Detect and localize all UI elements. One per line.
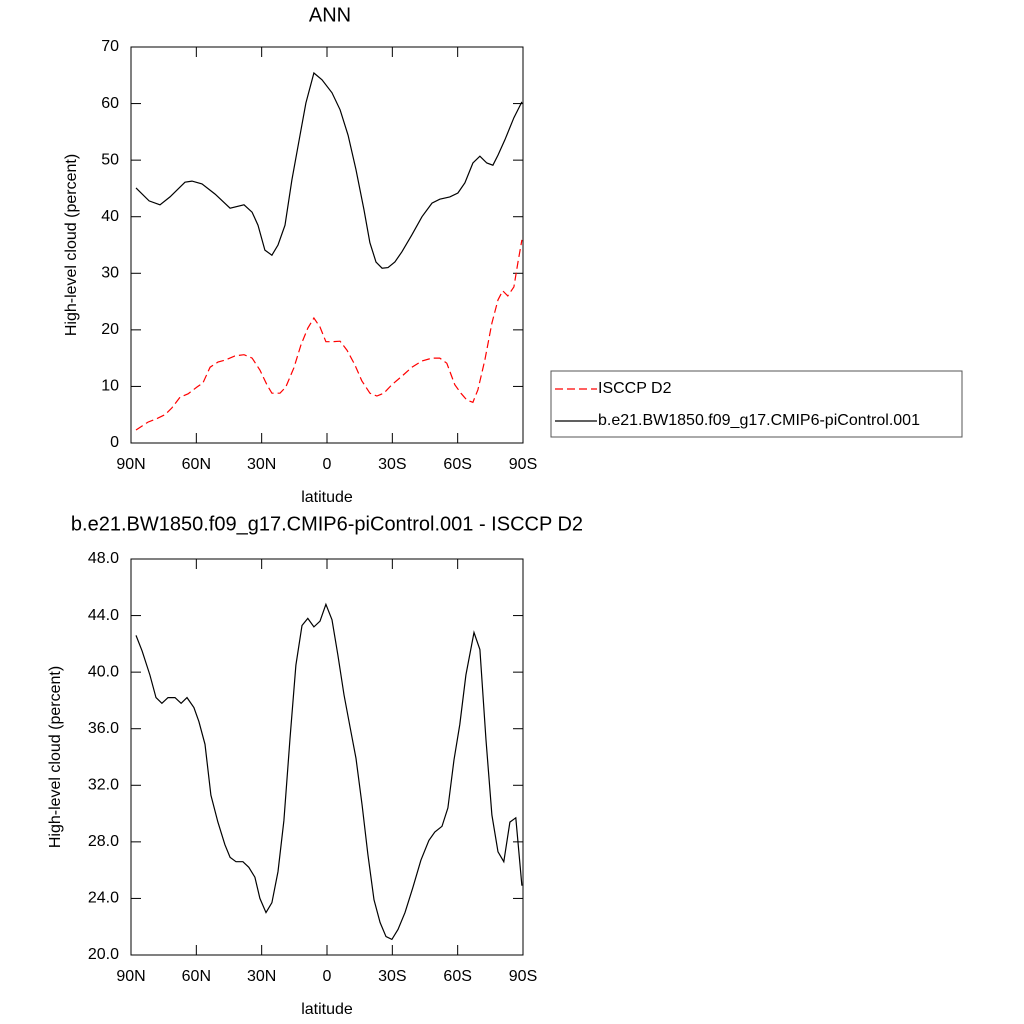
y-tick-label: 40.0 bbox=[88, 663, 119, 680]
data-line bbox=[135, 602, 523, 941]
legend-box bbox=[550, 370, 963, 438]
chart-title: ANN bbox=[309, 4, 351, 26]
y-tick-label: 20.0 bbox=[88, 946, 119, 963]
x-tick-label: 30S bbox=[378, 456, 406, 473]
y-tick-label: 32.0 bbox=[88, 777, 119, 794]
y-tick-label: 40 bbox=[101, 208, 119, 225]
y-axis-label: High-level cloud (percent) bbox=[63, 154, 80, 336]
x-tick-label: 90N bbox=[116, 456, 145, 473]
y-tick-label: 36.0 bbox=[88, 720, 119, 737]
plot-frame bbox=[130, 46, 524, 444]
y-axis-label: High-level cloud (percent) bbox=[47, 666, 64, 848]
x-tick-label: 0 bbox=[323, 456, 332, 473]
y-tick-label: 10 bbox=[101, 378, 119, 395]
legend-label: ISCCP D2 bbox=[598, 380, 672, 397]
x-tick-label: 60N bbox=[182, 456, 211, 473]
y-tick-label: 0 bbox=[110, 434, 119, 451]
y-tick-label: 70 bbox=[101, 38, 119, 55]
y-tick-label: 60 bbox=[101, 95, 119, 112]
y-tick-label: 20 bbox=[101, 321, 119, 338]
x-tick-label: 0 bbox=[323, 968, 332, 985]
y-tick-label: 24.0 bbox=[88, 890, 119, 907]
y-tick-label: 48.0 bbox=[88, 550, 119, 567]
x-axis-label: latitude bbox=[301, 489, 353, 506]
x-tick-label: 60S bbox=[443, 968, 471, 985]
data-line bbox=[135, 239, 523, 431]
y-tick-label: 44.0 bbox=[88, 607, 119, 624]
legend-label: b.e21.BW1850.f09_g17.CMIP6-piControl.001 bbox=[598, 412, 920, 429]
x-tick-label: 90N bbox=[116, 968, 145, 985]
x-tick-label: 90S bbox=[509, 968, 537, 985]
x-tick-label: 30N bbox=[247, 968, 276, 985]
x-tick-label: 30N bbox=[247, 456, 276, 473]
y-tick-label: 28.0 bbox=[88, 833, 119, 850]
x-tick-label: 90S bbox=[509, 456, 537, 473]
x-tick-label: 30S bbox=[378, 968, 406, 985]
y-tick-label: 50 bbox=[101, 151, 119, 168]
x-tick-label: 60S bbox=[443, 456, 471, 473]
data-line bbox=[135, 71, 523, 269]
y-tick-label: 30 bbox=[101, 265, 119, 282]
chart-title: b.e21.BW1850.f09_g17.CMIP6-piControl.001… bbox=[71, 513, 583, 535]
plot-frame bbox=[130, 558, 524, 956]
x-tick-label: 60N bbox=[182, 968, 211, 985]
x-axis-label: latitude bbox=[301, 1001, 353, 1018]
